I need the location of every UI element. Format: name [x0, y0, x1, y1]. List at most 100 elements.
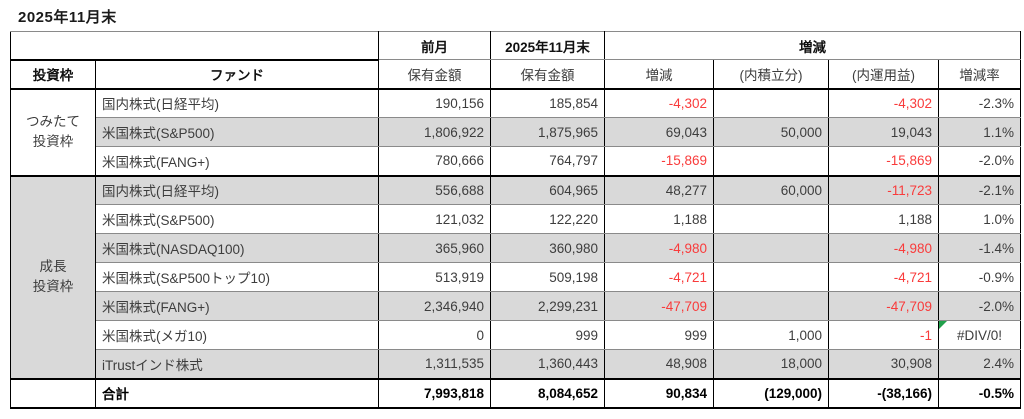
header-gain: (内運用益)	[828, 59, 939, 90]
cell-contribution[interactable]	[713, 204, 829, 234]
header-change-group: 増減	[604, 31, 1021, 60]
cell-total-prev-amount[interactable]: 7,993,818	[378, 377, 491, 409]
cell-current-amount[interactable]: 509,198	[490, 262, 605, 292]
cell-fund-name[interactable]: 米国株式(NASDAQ100)	[95, 233, 379, 263]
table-row: 米国株式(NASDAQ100) 365,960 360,980 -4,980 -…	[11, 233, 1021, 263]
header-contribution: (内積立分)	[713, 59, 829, 90]
cell-change-rate[interactable]: 1.1%	[938, 117, 1021, 147]
cell-change-rate[interactable]: 1.0%	[938, 204, 1021, 234]
cell-prev-amount[interactable]: 0	[378, 320, 491, 350]
cell-gain[interactable]: -11,723	[828, 174, 939, 205]
cell-contribution[interactable]: 50,000	[713, 117, 829, 147]
cell-change[interactable]: 999	[604, 320, 714, 350]
cell-current-amount[interactable]: 360,980	[490, 233, 605, 263]
cell-contribution[interactable]: 60,000	[713, 174, 829, 205]
table-row: つみたて 投資枠 国内株式(日経平均) 190,156 185,854 -4,3…	[10, 87, 1021, 176]
header-holding-current: 保有金額	[490, 59, 605, 90]
cell-change-rate[interactable]: -2.0%	[938, 291, 1021, 321]
cell-fund-name[interactable]: 米国株式(FANG+)	[95, 291, 379, 321]
cell-total-label[interactable]: 合計	[95, 377, 379, 409]
cell-gain[interactable]: -47,709	[828, 291, 939, 321]
cell-total-current-amount[interactable]: 8,084,652	[490, 377, 605, 409]
table-row-header-columns: 投資枠 ファンド 保有金額 保有金額 増減 (内積立分) (内運用益) 増減率	[10, 58, 1021, 90]
table-row-total: 合計 7,993,818 8,084,652 90,834 (129,000) …	[10, 377, 1021, 409]
cell-fund-name[interactable]: 米国株式(FANG+)	[95, 146, 379, 176]
cell-fund-name[interactable]: 国内株式(日経平均)	[95, 87, 379, 118]
cell-contribution[interactable]: 1,000	[713, 320, 829, 350]
cell-change[interactable]: 48,277	[604, 174, 714, 205]
header-change: 増減	[604, 59, 714, 90]
table-row: 米国株式(S&P500) 1,806,922 1,875,965 69,043 …	[11, 117, 1021, 147]
cell-prev-amount[interactable]: 2,346,940	[378, 291, 491, 321]
cell-current-amount[interactable]: 122,220	[490, 204, 605, 234]
cell-contribution[interactable]	[713, 146, 829, 176]
cell-gain[interactable]: 19,043	[828, 117, 939, 147]
header-holding-prev: 保有金額	[378, 59, 491, 90]
cell-change-rate[interactable]: -0.9%	[938, 262, 1021, 292]
cell-prev-amount[interactable]: 365,960	[378, 233, 491, 263]
cell-current-amount[interactable]: 764,797	[490, 146, 605, 176]
cell-prev-amount[interactable]: 556,688	[378, 174, 491, 205]
cell-prev-amount[interactable]: 780,666	[378, 146, 491, 176]
cell-contribution[interactable]: 18,000	[713, 349, 829, 379]
cell-prev-amount[interactable]: 121,032	[378, 204, 491, 234]
cell-prev-amount[interactable]: 1,806,922	[378, 117, 491, 147]
cell-prev-amount[interactable]: 513,919	[378, 262, 491, 292]
cell-gain[interactable]: 30,908	[828, 349, 939, 379]
group-label-growth: 成長 投資枠	[10, 174, 96, 379]
cell-change[interactable]: -4,302	[604, 87, 714, 118]
header-prev-month: 前月	[378, 31, 491, 60]
cell-change-rate[interactable]: -2.1%	[938, 174, 1021, 205]
cell-current-amount[interactable]: 604,965	[490, 174, 605, 205]
cell-prev-amount[interactable]: 190,156	[378, 87, 491, 118]
cell-gain[interactable]: -4,721	[828, 262, 939, 292]
cell-change[interactable]: -4,980	[604, 233, 714, 263]
cell-change-rate[interactable]: -2.0%	[938, 146, 1021, 176]
cell-change-rate[interactable]: -2.3%	[938, 87, 1021, 118]
cell-fund-name[interactable]: 米国株式(S&P500トップ10)	[95, 262, 379, 292]
cell-change[interactable]: 69,043	[604, 117, 714, 147]
cell-contribution[interactable]	[713, 262, 829, 292]
cell-fund-name[interactable]: 米国株式(S&P500)	[95, 204, 379, 234]
cell-current-amount[interactable]: 1,360,443	[490, 349, 605, 379]
cell-fund-name[interactable]: 米国株式(メガ10)	[95, 320, 379, 350]
cell-gain[interactable]: -15,869	[828, 146, 939, 176]
table-row: 成長 投資枠 国内株式(日経平均) 556,688 604,965 48,277…	[10, 174, 1021, 379]
cell-current-amount[interactable]: 185,854	[490, 87, 605, 118]
cell-change-rate[interactable]: -1.4%	[938, 233, 1021, 263]
cell-change[interactable]: -4,721	[604, 262, 714, 292]
cell-total-gain[interactable]: -(38,166)	[828, 377, 939, 409]
cell-current-amount[interactable]: 1,875,965	[490, 117, 605, 147]
cell-change[interactable]: -47,709	[604, 291, 714, 321]
table-row: 米国株式(S&P500) 121,032 122,220 1,188 1,188…	[11, 204, 1021, 234]
cell-gain[interactable]: 1,188	[828, 204, 939, 234]
cell-total-change[interactable]: 90,834	[604, 377, 714, 409]
cell-fund-name[interactable]: iTrustインド株式	[95, 349, 379, 379]
header-current-month: 2025年11月末	[490, 31, 605, 60]
cell-contribution[interactable]	[713, 233, 829, 263]
cell-change[interactable]: 1,188	[604, 204, 714, 234]
cell-prev-amount[interactable]: 1,311,535	[378, 349, 491, 379]
cell-current-amount[interactable]: 999	[490, 320, 605, 350]
table-row: 米国株式(S&P500トップ10) 513,919 509,198 -4,721…	[11, 262, 1021, 292]
empty-corner	[10, 31, 379, 60]
cell-gain[interactable]: -4,980	[828, 233, 939, 263]
cell-change[interactable]: 48,908	[604, 349, 714, 379]
cell-total-change-rate[interactable]: -0.5%	[938, 377, 1021, 409]
cell-contribution[interactable]	[713, 291, 829, 321]
cell-total-empty	[10, 377, 96, 409]
cell-contribution[interactable]	[713, 87, 829, 118]
cell-gain[interactable]: -1	[828, 320, 939, 350]
cell-fund-name[interactable]: 国内株式(日経平均)	[95, 174, 379, 205]
cell-total-contribution[interactable]: (129,000)	[713, 377, 829, 409]
cell-current-amount[interactable]: 2,299,231	[490, 291, 605, 321]
cell-change[interactable]: -15,869	[604, 146, 714, 176]
header-fund: ファンド	[95, 58, 379, 90]
header-change-rate: 増減率	[938, 59, 1021, 90]
cell-change-rate[interactable]: 2.4%	[938, 349, 1021, 379]
cell-gain[interactable]: -4,302	[828, 87, 939, 118]
table-row: 米国株式(メガ10) 0 999 999 1,000 -1 #DIV/0!	[11, 320, 1021, 350]
cell-change-rate-error[interactable]: #DIV/0!	[938, 320, 1021, 350]
cell-fund-name[interactable]: 米国株式(S&P500)	[95, 117, 379, 147]
